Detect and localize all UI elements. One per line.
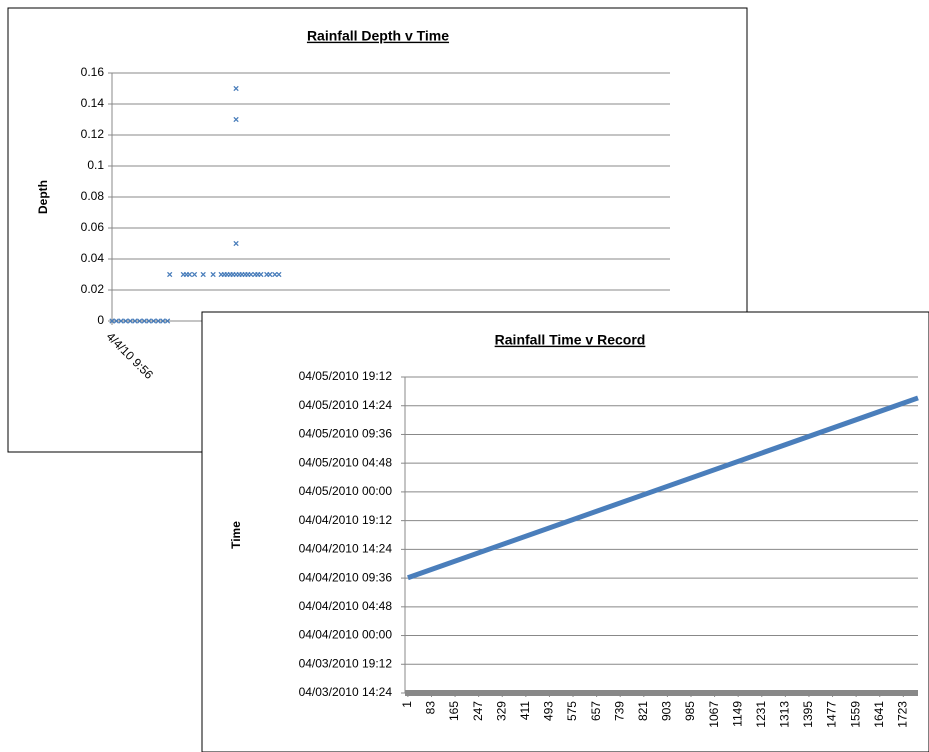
x-tick-label: 1641 [872,701,886,728]
marker [141,318,147,324]
y-tick-label: 0 [97,313,104,327]
marker [150,318,157,324]
x-tick-label: 1559 [848,701,862,728]
marker [127,318,133,324]
marker [233,116,239,123]
x-tick-label: 1231 [754,701,768,728]
chart-title: Rainfall Time v Record [495,332,646,348]
x-tick-label: 247 [471,701,485,721]
x-tick-label: 739 [612,701,626,721]
marker [267,271,273,278]
marker [160,318,166,324]
y-tick-label: 04/04/2010 19:12 [299,513,393,527]
x-tick-label: 1477 [825,701,839,728]
y-tick-label: 04/04/2010 00:00 [299,628,393,642]
y-axis-title: Time [229,521,243,549]
y-tick-label: 04/04/2010 04:48 [299,599,393,613]
chart-title: Rainfall Depth v Time [307,28,449,44]
marker [132,318,138,324]
y-axis-title: Depth [36,180,50,214]
marker [210,271,216,278]
y-tick-label: 0.14 [81,96,105,110]
x-tick-label: 1067 [707,701,721,728]
y-tick-label: 04/03/2010 19:12 [299,656,393,670]
y-tick-label: 0.16 [81,65,105,79]
y-tick-label: 0.1 [87,158,104,172]
x-tick-label: 493 [542,701,556,721]
y-tick-label: 04/04/2010 14:24 [299,542,393,556]
y-tick-label: 04/04/2010 09:36 [299,570,393,584]
marker [258,271,264,278]
x-tick-label: 985 [683,701,697,721]
chart-frame [201,311,929,752]
x-tick-label: 821 [636,701,650,721]
marker [200,271,206,278]
x-tick-label: 1723 [895,701,909,728]
y-tick-label: 04/05/2010 14:24 [299,398,393,412]
marker [164,318,171,324]
x-tick-label: 1 [400,701,414,708]
y-tick-label: 04/05/2010 19:12 [299,369,393,383]
x-tick-label: 329 [494,701,508,721]
marker [155,318,161,324]
marker [248,271,254,278]
y-tick-label: 0.08 [81,189,105,203]
y-tick-label: 04/05/2010 00:00 [299,484,393,498]
x-tick-label: 165 [447,701,461,721]
marker [122,318,129,324]
x-tick-label: 903 [660,701,674,721]
y-tick-label: 04/05/2010 09:36 [299,427,393,441]
x-tick-label: 657 [589,701,603,721]
marker [233,240,239,247]
x-tick-label: 83 [424,701,438,715]
marker [167,271,173,278]
marker [109,318,115,324]
marker [118,318,124,324]
x-tick-label: 1313 [778,701,792,728]
x-tick-label: 1395 [801,701,815,728]
x-tick-label: 411 [518,701,532,720]
y-tick-label: 04/03/2010 14:24 [299,685,393,699]
marker [272,271,278,278]
y-tick-label: 0.12 [81,127,105,141]
marker [146,318,152,324]
marker [233,85,239,92]
marker [186,271,193,278]
line [407,395,919,581]
marker [136,318,143,324]
y-tick-label: 0.04 [81,251,105,265]
marker [276,271,282,278]
x-tick-label: 1149 [730,701,744,727]
marker [113,318,120,324]
y-tick-label: 0.02 [81,282,105,296]
marker [191,271,198,278]
y-tick-label: 0.06 [81,220,105,234]
x-tick-label: 575 [565,701,579,721]
y-tick-label: 04/05/2010 04:48 [299,455,393,469]
